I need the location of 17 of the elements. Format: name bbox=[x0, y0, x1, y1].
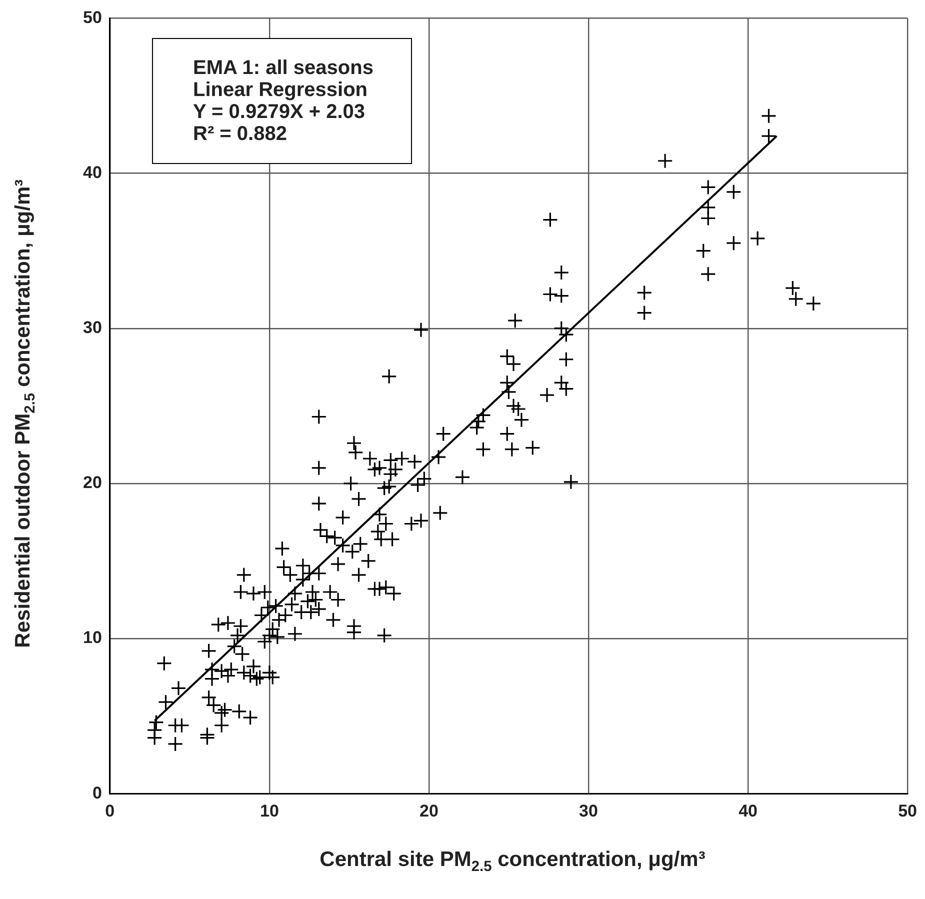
x-tick-label: 40 bbox=[738, 801, 758, 820]
y-tick-label: 50 bbox=[82, 8, 102, 27]
y-tick-label: 0 bbox=[92, 783, 102, 802]
x-axis-title: Central site PM$_{2.5}$ concentration, μg/m³ bbox=[318, 848, 706, 876]
y-tick-label: 20 bbox=[82, 473, 102, 492]
x-tick-label: 30 bbox=[579, 801, 598, 820]
x-tick-label: 50 bbox=[898, 801, 918, 820]
annotation: R² = 0.882 bbox=[193, 123, 288, 145]
x-tick-label: 10 bbox=[260, 801, 279, 820]
y-tick-label: 30 bbox=[82, 318, 102, 338]
annotation: Y = 0.9279X + 2.03 bbox=[193, 101, 366, 123]
x-tick-label: 20 bbox=[420, 801, 438, 820]
x-tick-label: 0 bbox=[105, 801, 115, 820]
y-tick-label: 40 bbox=[82, 162, 102, 182]
y-tick-label: 10 bbox=[82, 628, 102, 648]
annotation: Linear Regression bbox=[193, 79, 369, 101]
annotation: EMA 1: all seasons bbox=[193, 57, 374, 79]
